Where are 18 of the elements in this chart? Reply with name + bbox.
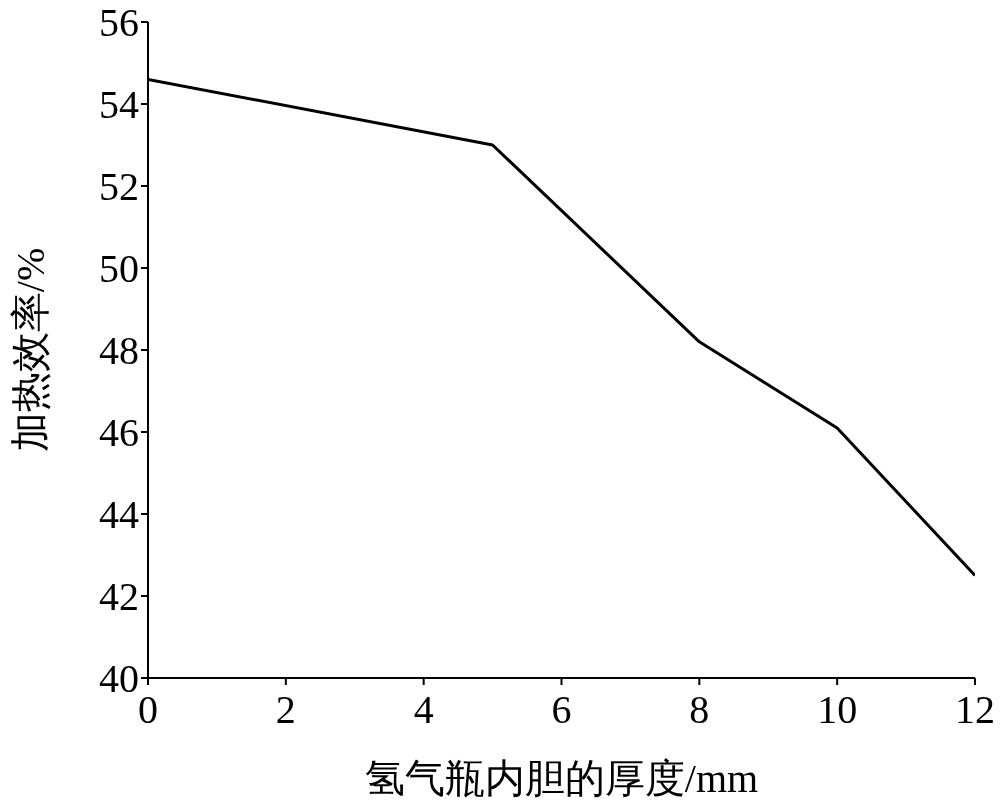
x-tick-label: 8 (689, 687, 710, 733)
x-tick-label: 2 (275, 687, 296, 733)
y-tick-label: 52 (99, 164, 139, 210)
y-tick-label: 40 (99, 656, 139, 702)
y-tick-label: 46 (99, 410, 139, 456)
x-tick-label: 4 (413, 687, 434, 733)
y-tick-label: 50 (99, 246, 139, 292)
x-tick-label: 12 (955, 687, 995, 733)
y-tick-label: 44 (99, 492, 139, 538)
x-tick-label: 0 (138, 687, 158, 733)
y-tick-label: 42 (99, 574, 139, 620)
x-tick-label: 6 (551, 687, 572, 733)
y-axis-title: 加热效率/% (8, 247, 54, 453)
y-tick-label: 54 (99, 82, 139, 128)
y-tick-label: 56 (99, 0, 139, 46)
y-tick-label: 48 (99, 328, 139, 374)
x-tick-label: 10 (817, 687, 858, 733)
x-axis-title: 氢气瓶内胆的厚度/mm (364, 756, 759, 801)
